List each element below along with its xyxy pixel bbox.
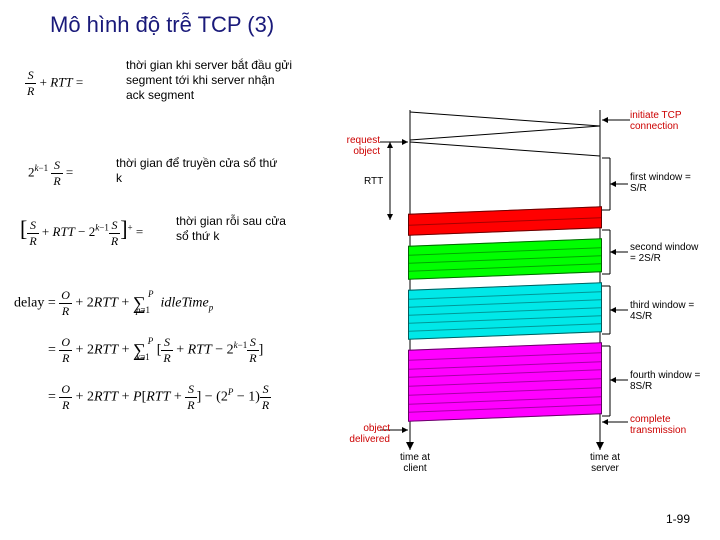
transmission-band	[408, 282, 602, 339]
formula-1: SR + RTT =	[25, 68, 83, 99]
label-complete: complete transmission	[630, 414, 700, 436]
label-request: request object	[320, 135, 380, 157]
desc-3: thời gian rỗi sau cửa sổ thứ k	[176, 214, 296, 244]
formula-3: [SR + RTT − 2k−1SR]+ =	[20, 216, 143, 249]
page-title: Mô hình độ trễ TCP (3)	[50, 12, 274, 38]
label-rtt: RTT	[364, 176, 383, 187]
page-number: 1-99	[666, 512, 690, 526]
desc-2: thời gian để truyền cửa sổ thứ k	[116, 156, 286, 186]
formula-2: 2k−1 SR =	[28, 158, 73, 189]
label-time-client: time at client	[390, 452, 440, 474]
tcp-delay-diagram: request object initiate TCP connection o…	[350, 100, 700, 470]
desc-1: thời gian khi server bắt đầu gửi segment…	[126, 58, 296, 103]
label-time-server: time at server	[580, 452, 630, 474]
label-w1: first window = S/R	[630, 172, 700, 194]
formula-delay-2: = OR + 2RTT + ∑ k=1P [SR + RTT − 2k−1SR]	[48, 335, 263, 366]
label-delivered: object delivered	[330, 423, 390, 445]
formula-delay-3: = OR + 2RTT + P[RTT + SR] − (2P − 1)SR	[48, 382, 271, 413]
label-w4: fourth window = 8S/R	[630, 370, 705, 392]
label-w2: second window = 2S/R	[630, 242, 705, 264]
formula-delay-1: delay = OR + 2RTT + ∑ p=1P idleTimep	[14, 288, 213, 319]
label-w3: third window = 4S/R	[630, 300, 705, 322]
transmission-band	[408, 342, 602, 421]
label-initiate: initiate TCP connection	[630, 110, 700, 132]
